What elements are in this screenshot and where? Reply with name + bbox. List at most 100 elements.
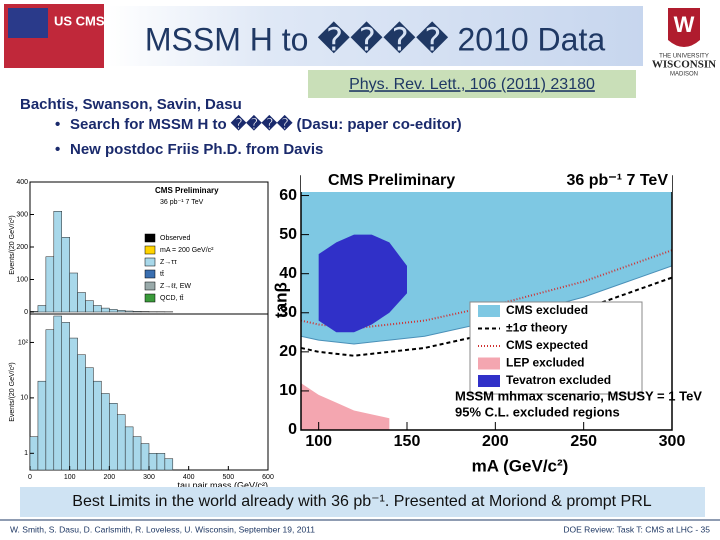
banner-box — [20, 487, 705, 517]
x-tick-label: 600 — [262, 474, 274, 481]
hist-bar-log — [117, 414, 126, 471]
hist-bar — [77, 292, 86, 313]
y-tick-label: 40 — [279, 265, 297, 282]
footer-left: W. Smith, S. Dasu, D. Carlsmith, R. Love… — [10, 524, 315, 534]
legend-swatch — [478, 357, 500, 370]
logo-flag — [8, 8, 48, 38]
legend-label: ±1σ theory — [506, 321, 568, 335]
y-tick-label: 400 — [16, 179, 28, 186]
x-tick-label: 200 — [482, 433, 509, 450]
bullet: • — [55, 141, 60, 158]
hist-bar — [85, 300, 94, 313]
reference-box — [308, 70, 636, 98]
legend-swatch — [144, 233, 156, 243]
plot-title: CMS Preliminary — [155, 186, 219, 195]
x-axis-label: tau pair mass (GeV/c²) — [177, 480, 268, 490]
y-tick-label: 60 — [279, 187, 297, 204]
scenario: MSSM mhmax scenario, MSUSY = 1 TeV — [455, 388, 702, 403]
banner: Best Limits in the world already with 36… — [72, 493, 651, 510]
area — [318, 234, 407, 333]
legend-swatch — [144, 293, 156, 303]
y-tick-label: 1 — [24, 450, 28, 457]
title: MSSM H to ���� 2010 Data — [145, 20, 605, 57]
y-tick-label: 0 — [288, 421, 297, 438]
hist-bar — [37, 305, 47, 313]
logo-right-top: THE UNIVERSITY — [659, 54, 709, 60]
plot-title: CMS Preliminary — [328, 172, 455, 189]
x-tick-label: 0 — [28, 474, 32, 481]
hist-bar — [124, 310, 134, 313]
hist-bar — [93, 305, 102, 313]
y-tick-label: 10 — [20, 395, 28, 402]
legend-label: LEP excluded — [506, 356, 584, 370]
title-band — [301, 170, 672, 192]
y-tick-label: 10 — [279, 382, 297, 399]
hist-bar — [109, 309, 118, 313]
hist-bar-log — [93, 380, 102, 471]
legend-label: CMS expected — [506, 338, 588, 352]
hist-bar — [69, 272, 78, 313]
y-axis-label: tanβ — [271, 282, 290, 318]
hist-bar — [61, 237, 70, 313]
legend-label: tt̄ — [160, 270, 164, 278]
y-tick-label: 100 — [16, 276, 28, 283]
hist-bar — [45, 256, 55, 313]
authors: Bachtis, Swanson, Savin, Dasu — [20, 96, 242, 113]
hist-bar-log — [109, 403, 118, 471]
hist-bar-log — [53, 315, 62, 471]
legend-label: Z→ττ — [160, 259, 177, 266]
logo-right-bottom: MADISON — [670, 72, 698, 78]
plot-subtitle: 36 pb⁻¹ 7 TeV — [566, 172, 668, 189]
logo-left-text: US CMS — [54, 13, 105, 28]
legend-swatch — [144, 245, 156, 255]
x-tick-label: 150 — [394, 433, 421, 450]
x-tick-label: 400 — [183, 474, 195, 481]
legend-swatch — [144, 269, 156, 279]
hist-bar-log — [77, 354, 86, 471]
y-tick-label: 0 — [24, 309, 28, 316]
hist-bar-log — [132, 436, 142, 471]
title-box — [108, 6, 643, 66]
x-axis-label: mA (GeV/c²) — [472, 456, 569, 475]
hist-bar — [101, 307, 110, 313]
hist-bar-log — [85, 367, 94, 471]
legend-swatch — [144, 281, 156, 291]
hist-bar-log — [45, 329, 55, 471]
y-tick-label: 50 — [279, 226, 297, 243]
hist-bar — [53, 211, 62, 313]
bullet-text: New postdoc Friis Ph.D. from Davis — [70, 141, 323, 158]
hist-bar-log — [124, 426, 134, 471]
area — [301, 383, 390, 430]
legend-swatch — [478, 305, 500, 317]
legend-swatch — [478, 375, 500, 387]
x-tick-label: 100 — [64, 474, 76, 481]
legend-swatch — [144, 257, 156, 267]
hist-bar-log — [148, 453, 158, 471]
y-axis-label: Events/(20 GeV/c²) — [9, 362, 16, 422]
bullet-text: Search for MSSM H to ���� (Dasu: paper c… — [70, 114, 462, 133]
x-tick-label: 300 — [143, 474, 155, 481]
y-tick-label: 10² — [18, 339, 29, 346]
hist-bar-log — [164, 458, 174, 471]
legend-label: Z→ℓℓ, EW — [160, 283, 191, 290]
reference: Phys. Rev. Lett., 106 (2011) 23180 — [349, 76, 595, 93]
hist-bar — [117, 310, 126, 313]
footer-right: DOE Review: Task T: CMS at LHC - 35 — [563, 524, 710, 534]
legend-label: Tevatron excluded — [506, 373, 611, 387]
plot-subtitle: 36 pb⁻¹ 7 TeV — [160, 199, 204, 206]
x-tick-label: 200 — [103, 474, 115, 481]
legend-label: CMS excluded — [506, 303, 588, 317]
crest — [668, 8, 700, 47]
x-tick-label: 250 — [570, 433, 597, 450]
y-axis-label: Events/(20 GeV/c²) — [9, 215, 16, 275]
legend-label: Observed — [160, 235, 190, 242]
legend-label: mA = 200 GeV/c² — [160, 247, 214, 254]
hist-bar — [132, 311, 142, 313]
y-tick-label: 300 — [16, 211, 28, 218]
note: 95% C.L. excluded regions — [455, 404, 620, 419]
hist-bar-log — [140, 443, 150, 471]
hist-bar-log — [37, 380, 47, 471]
y-tick-label: 30 — [279, 304, 297, 321]
x-tick-label: 300 — [659, 433, 686, 450]
